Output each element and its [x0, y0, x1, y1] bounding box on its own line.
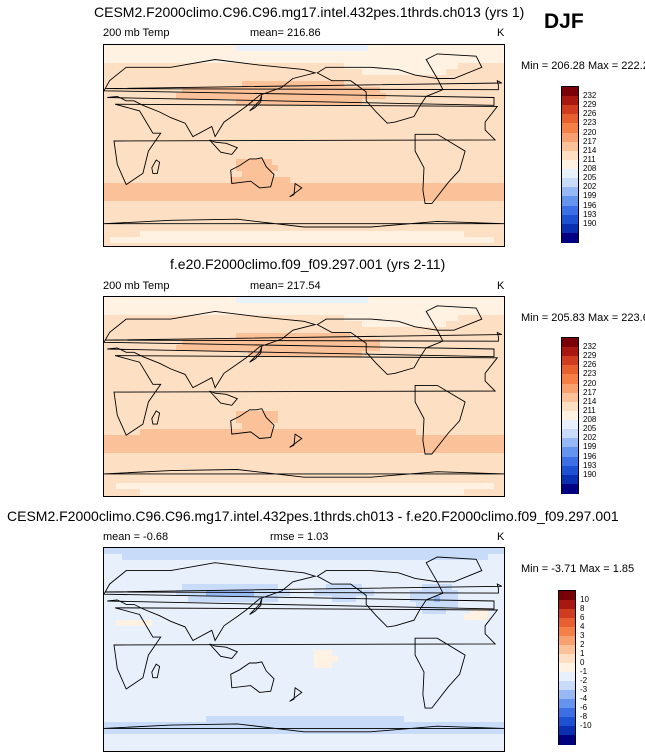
panel-2-colorbar: 232 229 226 223 220 217 214 211 208 205 202 199 196 1…: [561, 337, 579, 494]
panel-2-minmax: Min = 205.83 Max = 223.62: [521, 312, 645, 324]
colorbar-tick-label: 232: [583, 92, 596, 100]
map-canvas: [104, 45, 504, 246]
colorbar-tick-label: 232: [583, 343, 596, 351]
panel-2-map: [103, 296, 505, 497]
colorbar-tick-label: 208: [583, 165, 596, 173]
panel-3-colorbar: 10 8 6 4 3 2 1 0 -1 -2 -3 -4 -6 -8 -10: [558, 590, 576, 745]
colorbar-tick-label: 220: [583, 380, 596, 388]
colorbar-tick-label: 202: [583, 183, 596, 191]
colorbar-tick-label: -8: [580, 713, 587, 721]
colorbar-swatch: [562, 484, 578, 494]
panel-1-units-label: K: [497, 27, 504, 39]
colorbar-tick-label: 217: [583, 138, 596, 146]
colorbar-tick-label: -3: [580, 686, 587, 694]
panel-1-map: [103, 44, 505, 247]
colorbar-tick-label: 214: [583, 398, 596, 406]
colorbar-tick-label: 4: [580, 623, 584, 631]
colorbar-tick-label: 217: [583, 389, 596, 397]
colorbar-tick-label: 205: [583, 174, 596, 182]
colorbar-swatch: [562, 233, 578, 243]
panel-1-variable-label: 200 mb Temp: [103, 27, 169, 39]
colorbar-tick-label: 220: [583, 129, 596, 137]
colorbar-tick-label: 229: [583, 101, 596, 109]
colorbar-tick-label: -1: [580, 668, 587, 676]
colorbar-tick-label: 208: [583, 416, 596, 424]
panel-2-title: f.e20.F2000climo.f09_f09.297.001 (yrs 2-…: [170, 256, 445, 272]
colorbar-tick-label: 226: [583, 110, 596, 118]
panel-3-units-label: K: [497, 531, 504, 543]
season-label: DJF: [544, 10, 584, 34]
colorbar-tick-label: 199: [583, 192, 596, 200]
map-canvas: [104, 297, 504, 496]
colorbar-tick-label: 8: [580, 605, 584, 613]
colorbar-tick-label: -10: [580, 722, 592, 730]
panel-1-title: CESM2.F2000climo.C96.C96.mg17.intel.432p…: [94, 4, 524, 20]
colorbar-tick-label: 202: [583, 434, 596, 442]
map-canvas: [104, 548, 504, 751]
panel-2-units-label: K: [497, 280, 504, 292]
panel-3-title: CESM2.F2000climo.C96.C96.mg17.intel.432p…: [7, 508, 619, 524]
colorbar-tick-label: 226: [583, 361, 596, 369]
colorbar-tick-label: 190: [583, 471, 596, 479]
colorbar-tick-label: 193: [583, 211, 596, 219]
colorbar-swatch: [559, 735, 575, 745]
colorbar-tick-label: -2: [580, 677, 587, 685]
colorbar-tick-label: 193: [583, 462, 596, 470]
colorbar-tick-label: 6: [580, 614, 584, 622]
panel-3-rmse-label: rmse = 1.03: [270, 531, 328, 543]
colorbar-tick-label: 211: [583, 407, 596, 415]
colorbar-tick-label: -4: [580, 695, 587, 703]
panel-3-map: [103, 547, 505, 752]
colorbar-tick-label: 0: [580, 659, 584, 667]
colorbar-tick-label: 190: [583, 220, 596, 228]
panel-1-colorbar: 232 229 226 223 220 217 214 211 208 205 202 199 196 1…: [561, 86, 579, 243]
colorbar-tick-label: -6: [580, 704, 587, 712]
colorbar-tick-label: 2: [580, 641, 584, 649]
colorbar-tick-label: 223: [583, 370, 596, 378]
colorbar-tick-label: 196: [583, 202, 596, 210]
panel-3-mean-label: mean = -0.68: [103, 531, 168, 543]
colorbar-tick-label: 205: [583, 425, 596, 433]
panel-2-variable-label: 200 mb Temp: [103, 280, 169, 292]
colorbar-tick-label: 10: [580, 596, 589, 604]
colorbar-tick-label: 214: [583, 147, 596, 155]
panel-2-mean-label: mean= 217.54: [250, 280, 321, 292]
colorbar-tick-label: 223: [583, 119, 596, 127]
colorbar-tick-label: 1: [580, 650, 584, 658]
panel-3-minmax: Min = -3.71 Max = 1.85: [521, 563, 634, 575]
panel-1-mean-label: mean= 216.86: [250, 27, 321, 39]
colorbar-tick-label: 3: [580, 632, 584, 640]
colorbar-tick-label: 196: [583, 453, 596, 461]
colorbar-tick-label: 211: [583, 156, 596, 164]
panel-1-minmax: Min = 206.28 Max = 222.27: [521, 60, 645, 72]
colorbar-tick-label: 229: [583, 352, 596, 360]
colorbar-tick-label: 199: [583, 443, 596, 451]
